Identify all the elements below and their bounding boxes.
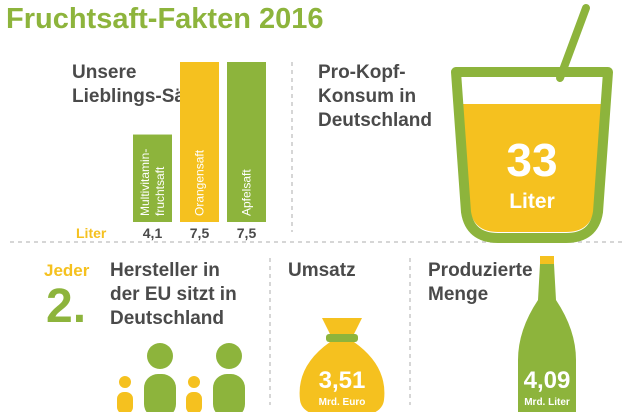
- section-title: Konsum in: [318, 86, 416, 107]
- section-title: Produzierte: [428, 260, 533, 281]
- page-title: Fruchtsaft-Fakten 2016: [6, 3, 324, 35]
- section-text: der EU sitzt in: [110, 284, 237, 305]
- bar-label: fruchtsaft: [153, 166, 167, 216]
- value-label: 7,5: [190, 225, 210, 241]
- value-label: 4,1: [143, 225, 163, 241]
- bar-label: Multivitamin-: [138, 149, 152, 216]
- unit-label: Mrd. Euro: [319, 397, 366, 408]
- section-title: Unsere: [72, 62, 136, 83]
- bar: [180, 62, 219, 222]
- section-title: Deutschland: [318, 110, 432, 131]
- bar: [133, 134, 172, 222]
- bar-label: Apfelsaft: [240, 169, 254, 216]
- money-bag-icon: [299, 318, 385, 412]
- section-title: Lieblings-Säfte: [72, 86, 208, 107]
- unit-label: Liter: [509, 190, 555, 213]
- value-label: 7,5: [237, 225, 257, 241]
- bar: [227, 62, 266, 222]
- big-value: 4,09: [524, 367, 571, 394]
- section-text: Deutschland: [110, 308, 224, 329]
- section-text: Hersteller in: [110, 260, 220, 281]
- big-value: 3,51: [319, 367, 366, 394]
- bar-label: Orangensaft: [193, 149, 207, 216]
- glass-icon: [451, 4, 613, 243]
- people-icon: [117, 343, 245, 412]
- lead-text: Jeder: [44, 261, 90, 280]
- section-title: Umsatz: [288, 260, 356, 281]
- section-title: Menge: [428, 284, 488, 305]
- unit-label: Mrd. Liter: [524, 397, 570, 408]
- big-value: 33: [506, 134, 557, 186]
- section-title: Pro-Kopf-: [318, 62, 406, 83]
- unit-label: Liter: [76, 225, 107, 241]
- big-number: 2.: [46, 280, 86, 333]
- bottle-icon: [518, 256, 576, 412]
